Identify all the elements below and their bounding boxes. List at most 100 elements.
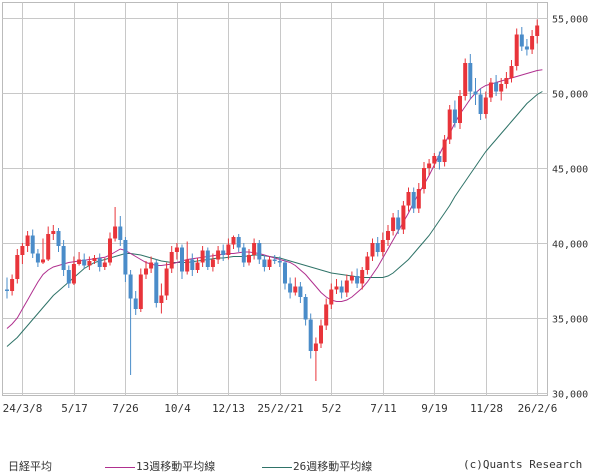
candle-up xyxy=(360,267,365,290)
candle-body xyxy=(169,252,174,269)
candle-body xyxy=(355,276,360,284)
candle-body xyxy=(380,240,385,252)
legend-ma13-label: 13週移動平均線 xyxy=(136,460,216,473)
y-tick-label: 30,000 xyxy=(552,390,588,401)
candle-body xyxy=(360,270,365,284)
candle-up xyxy=(499,78,504,101)
candle-down xyxy=(437,151,442,170)
candle-body xyxy=(458,96,462,123)
candle-body xyxy=(87,261,92,266)
candle-up xyxy=(25,231,30,252)
candle-body xyxy=(329,289,334,305)
candle-up xyxy=(313,337,318,381)
candle-body xyxy=(174,247,179,252)
candle-up xyxy=(20,243,25,264)
candle-body xyxy=(102,262,107,267)
candle-up xyxy=(41,238,45,264)
candle-body xyxy=(427,163,432,168)
candle-body xyxy=(478,94,483,114)
candle-down xyxy=(298,282,303,303)
candle-up xyxy=(391,213,396,236)
grid-lines xyxy=(2,2,548,396)
candle-up xyxy=(483,91,488,119)
candle-body xyxy=(30,235,35,254)
ma26-swatch xyxy=(262,466,292,468)
candle-body xyxy=(334,286,339,290)
candle-up xyxy=(324,298,329,330)
candle-body xyxy=(303,297,308,320)
candle-up xyxy=(458,90,462,129)
candle-up xyxy=(293,277,298,296)
plot-area xyxy=(2,2,548,396)
candle-up xyxy=(46,226,51,261)
candle-down xyxy=(5,277,9,299)
candle-up xyxy=(329,283,334,309)
x-tick-label: 9/19 xyxy=(421,402,448,415)
candle-body xyxy=(221,250,226,255)
candle-body xyxy=(504,78,509,84)
candle-up xyxy=(530,30,535,54)
y-tick-label: 35,000 xyxy=(552,315,588,326)
candle-body xyxy=(138,274,143,309)
x-tick-label: 7/26 xyxy=(112,402,139,415)
candle-body xyxy=(437,156,442,162)
candle-up xyxy=(71,256,76,285)
candle-up xyxy=(87,256,92,270)
candle-up xyxy=(51,225,56,240)
x-tick-label: 11/28 xyxy=(470,402,503,415)
candle-down xyxy=(66,265,71,288)
candle-down xyxy=(339,280,344,299)
candle-body xyxy=(344,280,349,293)
candle-up xyxy=(210,253,215,272)
candle-body xyxy=(164,268,169,296)
candle-up xyxy=(15,249,20,284)
candle-down xyxy=(30,229,35,258)
candle-up xyxy=(252,238,257,260)
y-axis-ticks: 55,000 50,000 45,000 40,000 35,000 30,000 xyxy=(552,15,588,401)
candle-body xyxy=(35,253,40,263)
candle-up xyxy=(334,279,339,294)
candle-body xyxy=(77,259,82,264)
x-tick-label: 12/13 xyxy=(212,402,245,415)
candle-down xyxy=(494,75,499,96)
candle-up xyxy=(406,187,411,212)
candle-body xyxy=(252,243,257,255)
candle-body xyxy=(324,304,329,326)
candle-down xyxy=(519,27,524,51)
candle-up xyxy=(185,241,190,275)
y-tick-label: 50,000 xyxy=(552,90,588,101)
candle-down xyxy=(133,291,138,315)
candle-body xyxy=(92,258,97,261)
candle-body xyxy=(401,205,406,230)
candle-body xyxy=(447,109,452,140)
candle-body xyxy=(123,240,128,275)
legend-ma13: 13週移動平均線 xyxy=(105,458,215,474)
candle-body xyxy=(519,34,524,47)
candle-up xyxy=(319,319,323,348)
candle-body xyxy=(15,255,20,279)
candle-body xyxy=(247,255,251,263)
credit-label: (c)Quants Research xyxy=(463,458,583,471)
candle-up xyxy=(164,262,169,300)
candle-down xyxy=(56,228,61,252)
candle-body xyxy=(241,247,246,263)
candle-body xyxy=(262,259,267,267)
candle-up xyxy=(370,238,375,261)
candle-body xyxy=(386,231,390,240)
candle-body xyxy=(149,262,154,269)
candle-up xyxy=(380,232,385,257)
candle-down xyxy=(524,39,529,56)
x-tick-label: 7/11 xyxy=(370,402,397,415)
candle-body xyxy=(200,250,205,263)
candle-body xyxy=(231,237,236,245)
candle-up xyxy=(102,258,107,270)
x-tick-label: 5/2 xyxy=(322,402,342,415)
candle-up xyxy=(416,183,421,213)
candle-body xyxy=(267,259,272,267)
candle-body xyxy=(391,217,396,231)
candle-down xyxy=(396,210,401,234)
candle-body xyxy=(365,256,370,270)
ma13-swatch xyxy=(105,466,135,468)
candle-body xyxy=(524,46,529,50)
